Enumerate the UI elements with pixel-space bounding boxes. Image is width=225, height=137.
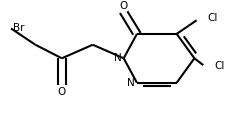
Text: Cl: Cl — [207, 13, 217, 23]
Text: N: N — [126, 78, 134, 88]
Text: Br: Br — [13, 23, 25, 33]
Text: Cl: Cl — [213, 61, 224, 71]
Text: N: N — [113, 53, 121, 63]
Text: O: O — [57, 87, 66, 97]
Text: O: O — [119, 1, 127, 11]
